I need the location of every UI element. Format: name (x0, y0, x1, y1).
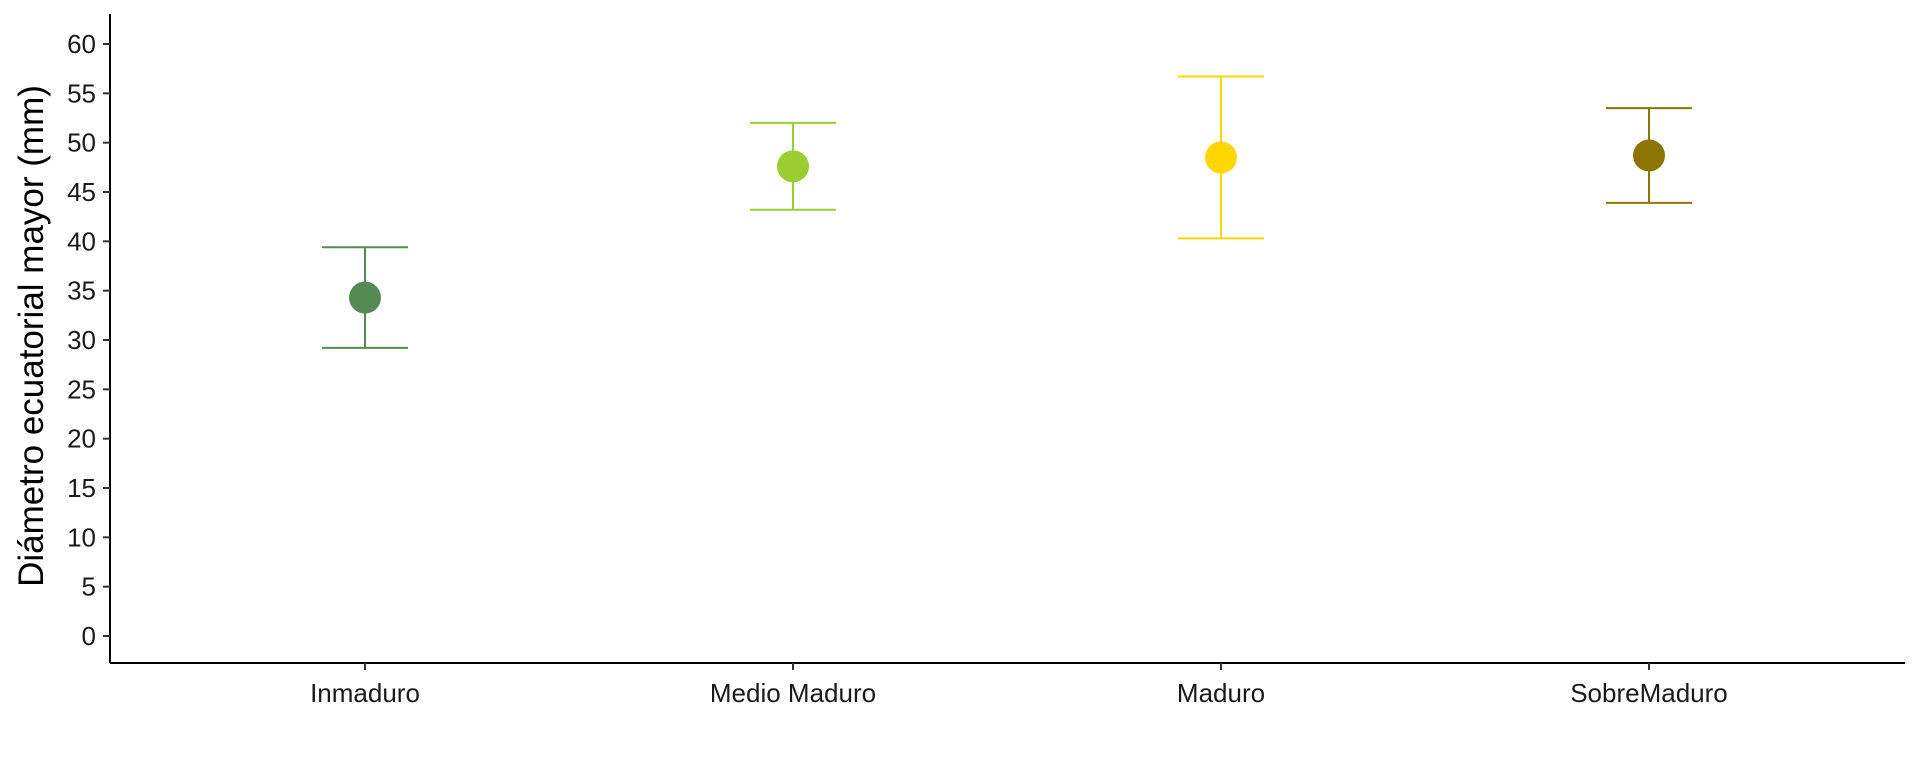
x-tick-label: SobreMaduro (1570, 678, 1728, 708)
y-axis-title: Diámetro ecuatorial mayor (mm) (12, 85, 51, 587)
plot-marks (322, 75, 1692, 349)
y-tick-label: 50 (67, 128, 96, 158)
y-tick-label: 25 (67, 374, 96, 404)
y-tick-label: 0 (82, 621, 96, 651)
x-tick-label: Medio Maduro (710, 678, 876, 708)
x-tick-label: Inmaduro (310, 678, 420, 708)
mean-point (777, 150, 809, 183)
y-tick-label: 15 (67, 473, 96, 503)
mean-point (1633, 139, 1665, 172)
y-tick-label: 60 (67, 29, 96, 59)
error-bar-group (322, 246, 408, 349)
x-tick-label: Maduro (1177, 678, 1265, 708)
error-bar-group (750, 121, 836, 211)
y-tick-label: 45 (67, 177, 96, 207)
error-bar-group (1606, 107, 1692, 204)
error-bar-group (1178, 75, 1264, 240)
y-tick-label: 30 (67, 325, 96, 355)
y-axis: 0 5 10 15 20 25 30 35 40 45 50 55 60 (67, 14, 111, 663)
x-axis: Inmaduro Medio Maduro Maduro SobreMaduro (110, 662, 1905, 708)
y-tick-label: 55 (67, 78, 96, 108)
y-tick-label: 10 (67, 522, 96, 552)
y-tick-label: 20 (67, 424, 96, 454)
y-tick-label: 5 (82, 572, 96, 602)
y-tick-label: 35 (67, 276, 96, 306)
mean-point (1205, 141, 1237, 174)
mean-point (349, 281, 381, 314)
y-tick-label: 40 (67, 226, 96, 256)
